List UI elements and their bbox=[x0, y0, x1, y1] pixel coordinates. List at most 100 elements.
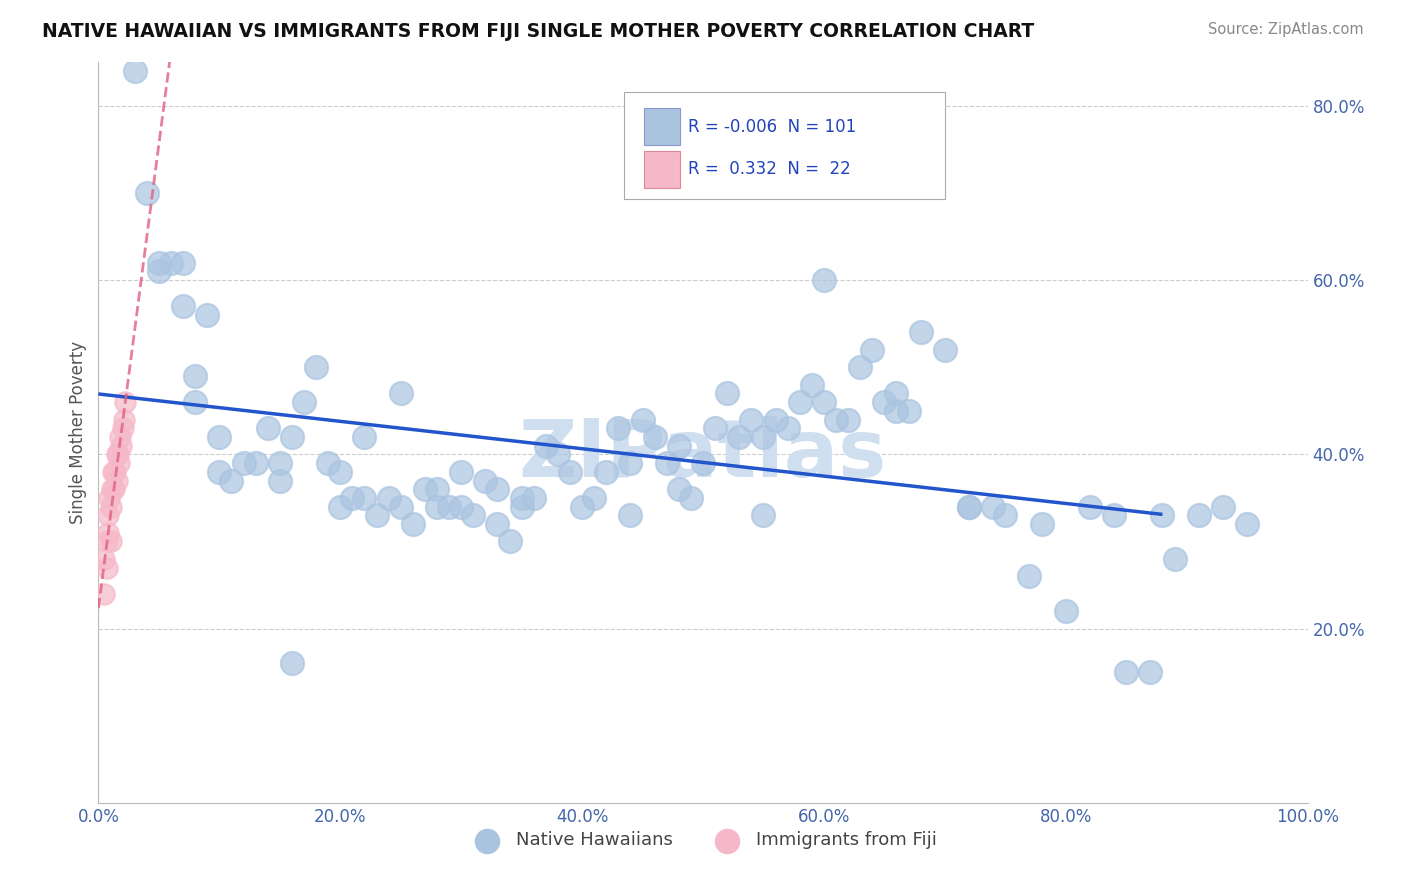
Point bbox=[776, 421, 799, 435]
Point bbox=[994, 508, 1017, 523]
Legend: Native Hawaiians, Immigrants from Fiji: Native Hawaiians, Immigrants from Fiji bbox=[463, 824, 943, 856]
Point bbox=[97, 508, 120, 523]
Text: ZIPatlas: ZIPatlas bbox=[519, 416, 887, 494]
Point bbox=[679, 491, 702, 505]
Point bbox=[934, 343, 956, 357]
Point bbox=[221, 474, 243, 488]
Point bbox=[402, 517, 425, 532]
Point bbox=[607, 421, 630, 435]
Point bbox=[269, 474, 291, 488]
Point bbox=[1236, 517, 1258, 532]
Point bbox=[1188, 508, 1211, 523]
Point bbox=[148, 256, 170, 270]
Point bbox=[486, 517, 509, 532]
Point bbox=[112, 412, 135, 426]
Point bbox=[426, 482, 449, 496]
Point bbox=[96, 560, 118, 574]
Point bbox=[558, 465, 581, 479]
Point bbox=[704, 421, 727, 435]
Point bbox=[910, 326, 932, 340]
Point bbox=[437, 500, 460, 514]
FancyBboxPatch shape bbox=[624, 92, 945, 200]
Point bbox=[256, 421, 278, 435]
Point bbox=[510, 500, 533, 514]
Point bbox=[813, 273, 835, 287]
Point bbox=[655, 456, 678, 470]
Point bbox=[389, 386, 412, 401]
Point bbox=[426, 500, 449, 514]
Point bbox=[510, 491, 533, 505]
Point bbox=[849, 360, 872, 375]
Point bbox=[1152, 508, 1174, 523]
Point bbox=[111, 421, 134, 435]
Text: R =  0.332  N =  22: R = 0.332 N = 22 bbox=[689, 160, 851, 178]
Point bbox=[450, 500, 472, 514]
Point bbox=[860, 343, 883, 357]
Point bbox=[281, 430, 304, 444]
Point bbox=[825, 412, 848, 426]
Point bbox=[498, 534, 520, 549]
Point bbox=[110, 439, 132, 453]
Y-axis label: Single Mother Poverty: Single Mother Poverty bbox=[69, 341, 87, 524]
Point bbox=[148, 264, 170, 278]
FancyBboxPatch shape bbox=[644, 108, 681, 145]
Point bbox=[316, 456, 339, 470]
Point bbox=[377, 491, 399, 505]
Point bbox=[486, 482, 509, 496]
Point bbox=[281, 657, 304, 671]
Point bbox=[463, 508, 485, 523]
Point bbox=[105, 447, 128, 461]
Point bbox=[668, 482, 690, 496]
Point bbox=[1078, 500, 1101, 514]
Point bbox=[108, 456, 131, 470]
Point bbox=[740, 412, 762, 426]
Point bbox=[100, 482, 122, 496]
Point bbox=[101, 465, 124, 479]
Point bbox=[1139, 665, 1161, 680]
Text: NATIVE HAWAIIAN VS IMMIGRANTS FROM FIJI SINGLE MOTHER POVERTY CORRELATION CHART: NATIVE HAWAIIAN VS IMMIGRANTS FROM FIJI … bbox=[42, 22, 1035, 41]
Point bbox=[353, 430, 375, 444]
Point bbox=[873, 395, 896, 409]
Point bbox=[837, 412, 859, 426]
Point bbox=[957, 500, 980, 514]
Point bbox=[108, 430, 131, 444]
Point bbox=[800, 377, 823, 392]
Point bbox=[208, 465, 231, 479]
Point bbox=[97, 525, 120, 540]
Point bbox=[172, 299, 194, 313]
Point bbox=[631, 412, 654, 426]
Point bbox=[547, 447, 569, 461]
Point bbox=[534, 439, 557, 453]
Point bbox=[104, 465, 127, 479]
Point bbox=[96, 534, 118, 549]
Point bbox=[813, 395, 835, 409]
Point bbox=[716, 386, 738, 401]
Point bbox=[114, 395, 136, 409]
Point bbox=[595, 465, 617, 479]
Point bbox=[269, 456, 291, 470]
Point bbox=[195, 308, 218, 322]
Point bbox=[523, 491, 546, 505]
Point bbox=[366, 508, 388, 523]
Point bbox=[413, 482, 436, 496]
Point bbox=[245, 456, 267, 470]
Point bbox=[789, 395, 811, 409]
Point bbox=[1054, 604, 1077, 618]
Point bbox=[1212, 500, 1234, 514]
Point bbox=[886, 404, 908, 418]
Point bbox=[329, 500, 352, 514]
Point bbox=[353, 491, 375, 505]
Point bbox=[93, 587, 115, 601]
FancyBboxPatch shape bbox=[644, 151, 681, 187]
Point bbox=[1031, 517, 1053, 532]
Point bbox=[100, 534, 122, 549]
Point bbox=[583, 491, 606, 505]
Point bbox=[184, 395, 207, 409]
Point bbox=[619, 456, 641, 470]
Point bbox=[886, 386, 908, 401]
Point bbox=[184, 369, 207, 384]
Point bbox=[571, 500, 593, 514]
Point bbox=[1163, 552, 1185, 566]
Point bbox=[692, 456, 714, 470]
Point bbox=[474, 474, 496, 488]
